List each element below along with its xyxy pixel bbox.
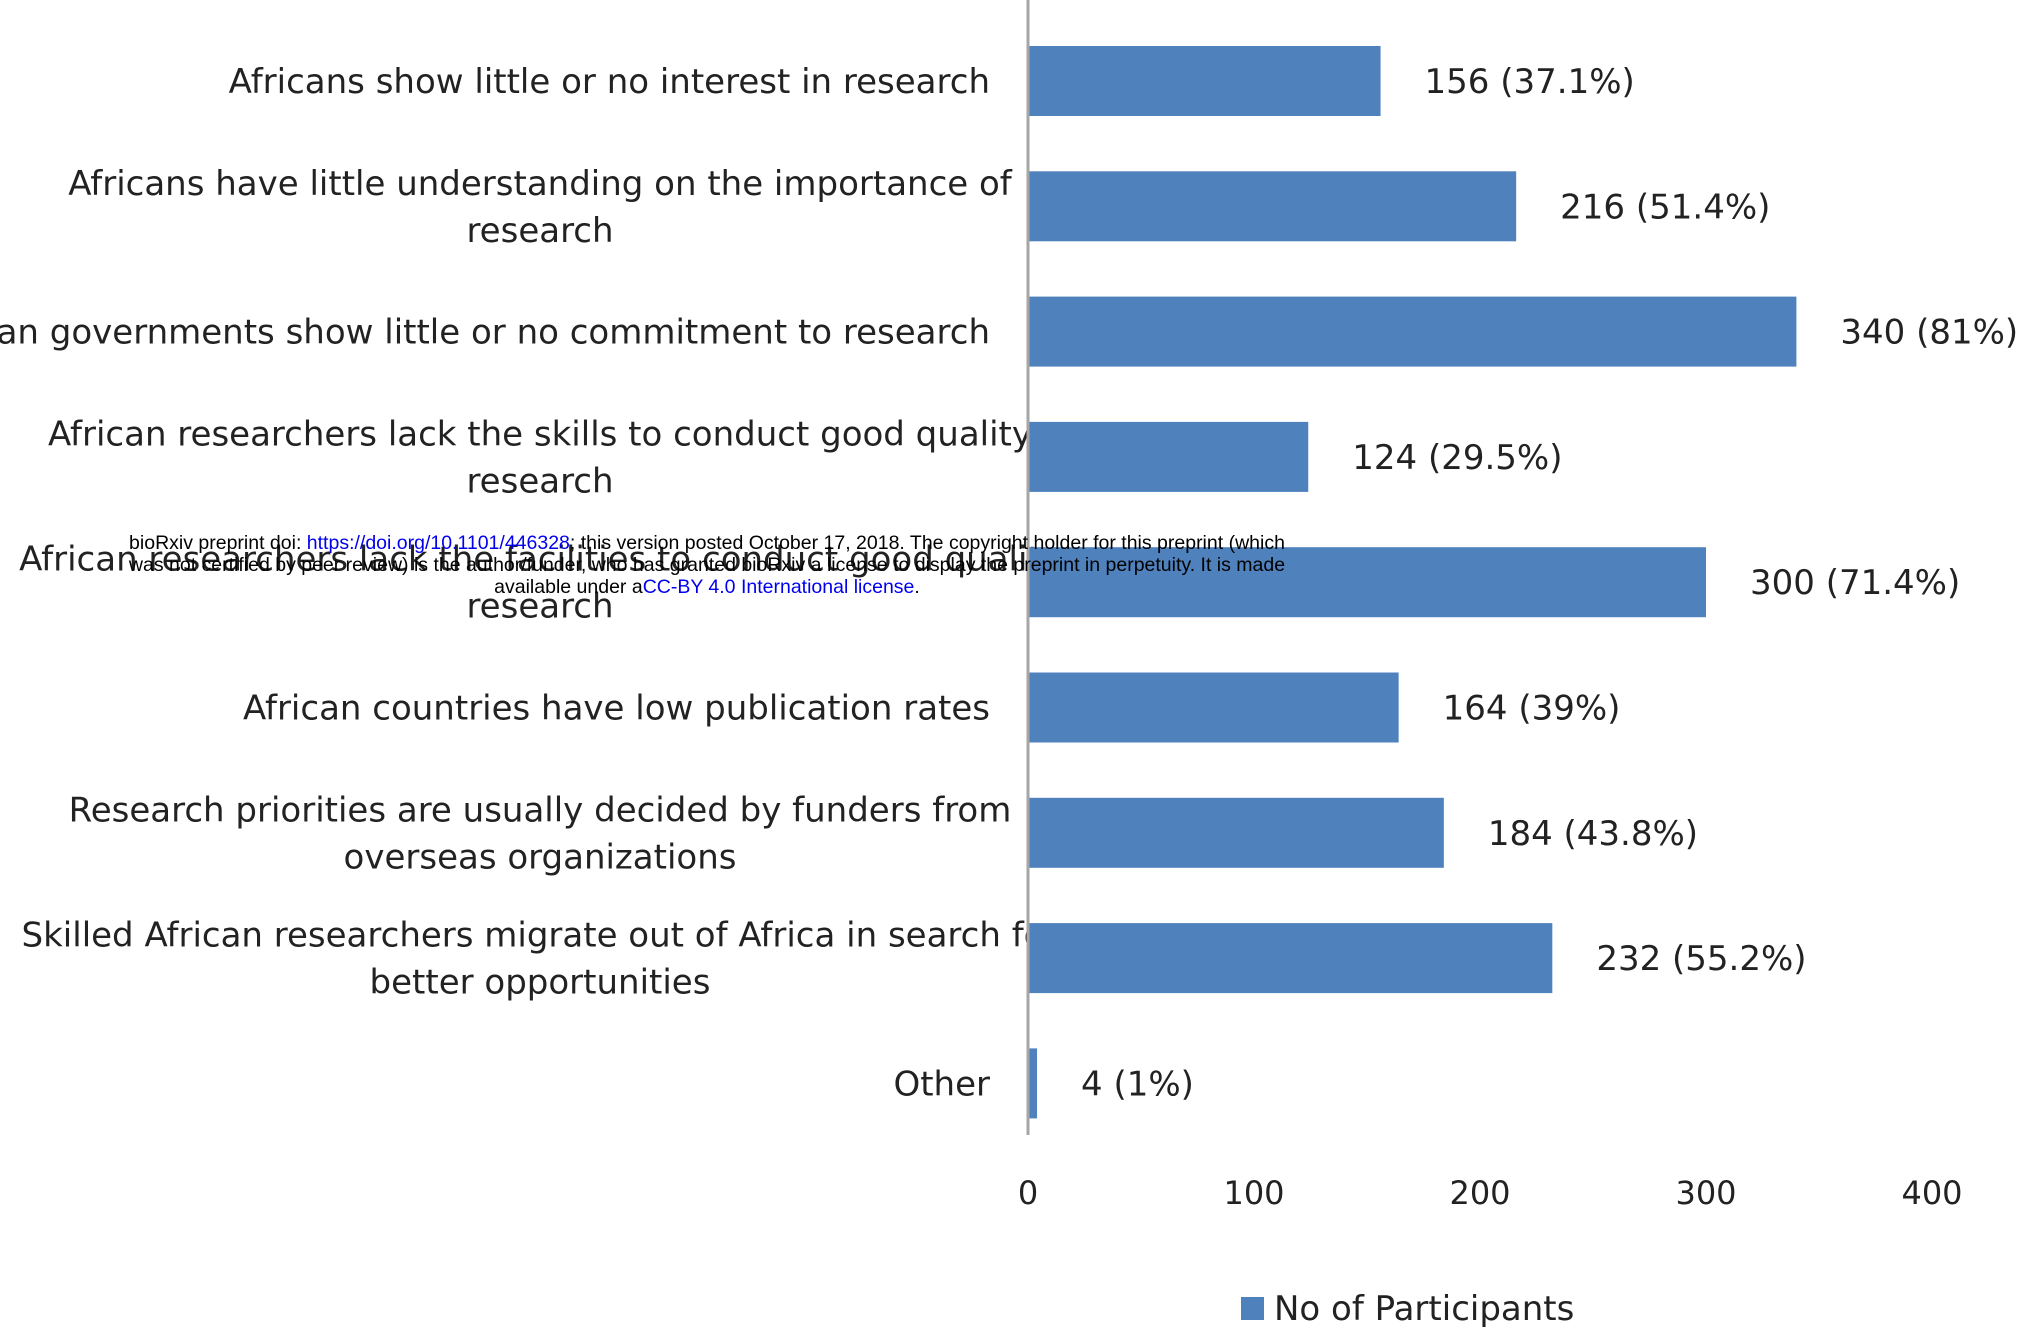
x-tick-label: 300 [1675, 1174, 1736, 1212]
value-label: 156 (37.1%) [1425, 62, 1635, 102]
x-tick-label: 200 [1449, 1174, 1510, 1212]
watermark-line-2: was not certified by peer review) is the… [128, 554, 1286, 576]
bar [1028, 171, 1517, 242]
x-axis-ticks: 0 100 200 300 400 [1018, 1174, 1963, 1212]
watermark-middle: ; this version posted October 17, 2018. … [569, 532, 1285, 554]
category-label: African researchers lack the facilities … [19, 540, 1061, 627]
category-label: Africans have little understanding on th… [68, 164, 1013, 251]
value-label: 216 (51.4%) [1560, 187, 1770, 227]
value-label: 124 (29.5%) [1352, 438, 1562, 478]
watermark-line3-suffix: . [914, 576, 920, 598]
watermark-prefix: bioRxiv preprint doi: [129, 532, 307, 554]
watermark-line3-prefix: available under a [494, 576, 643, 598]
value-labels: 156 (37.1%) 216 (51.4%) 340 (81%) 124 (29.5… [1081, 62, 2018, 1104]
bar [1028, 296, 1797, 367]
category-label: Africans show little or no interest in r… [229, 62, 990, 102]
x-tick-label: 100 [1223, 1174, 1284, 1212]
category-label: Research priorities are usually decided … [69, 790, 1012, 877]
value-label: 164 (39%) [1443, 689, 1621, 729]
bar [1028, 547, 1706, 618]
value-label: 232 (55.2%) [1596, 939, 1806, 979]
legend-label: No of Participants [1274, 1289, 1574, 1329]
bar [1028, 1048, 1038, 1119]
biorxiv-watermark: bioRxiv preprint doi: https://doi.org/10… [62, 532, 1352, 598]
watermark-line-1: bioRxiv preprint doi: https://doi.org/10… [62, 532, 1352, 554]
x-tick-label: 400 [1901, 1174, 1962, 1212]
value-label: 4 (1%) [1081, 1064, 1194, 1104]
doi-link[interactable]: https://doi.org/10.1101/446328 [306, 532, 570, 554]
legend: No of Participants [1241, 1289, 1574, 1329]
watermark-line-3: available under aCC-BY 4.0 International… [62, 576, 1352, 598]
value-label: 184 (43.8%) [1488, 814, 1698, 854]
category-label: African governments show little or no co… [0, 313, 990, 353]
legend-swatch [1241, 1297, 1264, 1320]
category-label: African researchers lack the skills to c… [48, 414, 1032, 501]
bars [1028, 46, 1797, 1119]
category-labels: Africans show little or no interest in r… [0, 62, 1061, 1104]
bar [1028, 421, 1309, 492]
category-label: Other [893, 1064, 990, 1104]
bar [1028, 797, 1444, 868]
bar [1028, 46, 1381, 116]
category-label: Skilled African researchers migrate out … [22, 916, 1059, 1003]
category-label: African countries have low publication r… [243, 689, 990, 729]
bar [1028, 672, 1399, 743]
value-label: 300 (71.4%) [1750, 563, 1960, 603]
x-tick-label: 0 [1018, 1174, 1038, 1212]
bar [1028, 923, 1553, 994]
value-label: 340 (81%) [1840, 313, 2018, 353]
license-link[interactable]: CC-BY 4.0 International license [642, 576, 915, 598]
